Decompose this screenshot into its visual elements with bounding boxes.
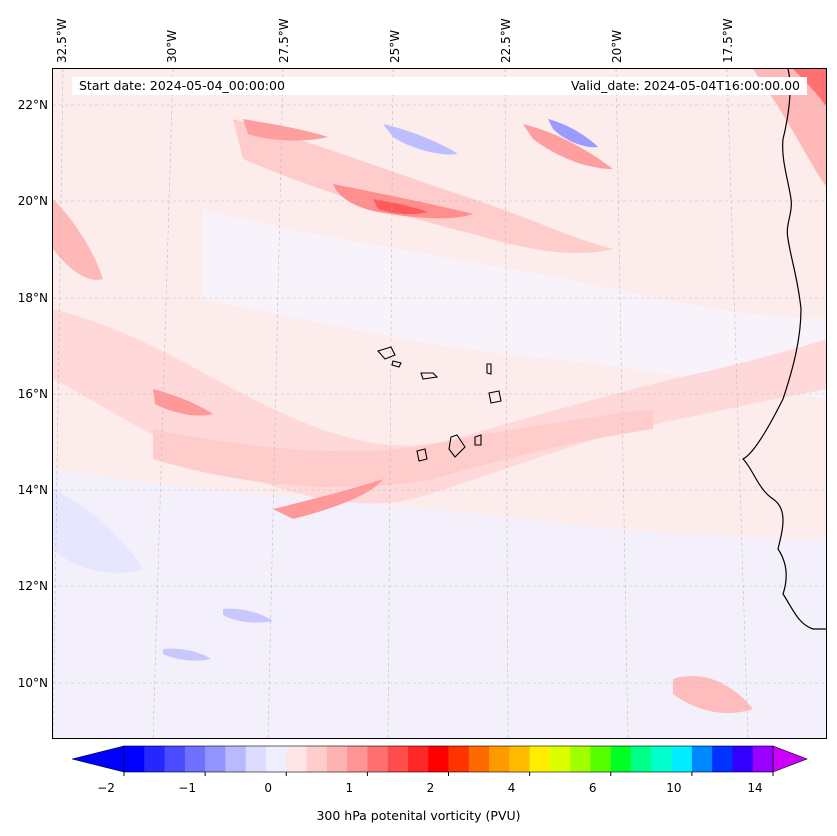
colorbar-segment: [691, 746, 713, 772]
pv-positive-band: [153, 409, 653, 488]
colorbar-segment: [164, 746, 186, 772]
colorbar-segment: [225, 746, 247, 772]
colorbar-segment: [184, 746, 206, 772]
pv-positive-band: [793, 69, 826, 107]
map-panel[interactable]: [52, 68, 827, 739]
island: [474, 434, 482, 446]
colorbar-segment: [245, 746, 267, 772]
colorbar-segment: [549, 746, 571, 772]
lat-label-12n: 12°N: [17, 579, 48, 593]
graticule-line: [504, 69, 509, 738]
pv-negative-area: [548, 119, 598, 148]
lat-label-18n: 18°N: [17, 291, 48, 305]
colorbar-segment: [265, 746, 287, 772]
pv-positive-band: [373, 199, 428, 215]
pv-negative-area: [53, 469, 826, 738]
colorbar-segment: [509, 746, 531, 772]
info-bar: Start date: 2024-05-04_00:00:00 Valid_da…: [72, 77, 807, 95]
pv-negative-area: [223, 608, 273, 623]
lon-label-32-5w: 32.5°W: [55, 18, 69, 63]
graticule-line: [53, 69, 64, 738]
graticule-line: [726, 69, 749, 738]
pv-positive-band: [243, 119, 328, 141]
lon-label-22-5w: 22.5°W: [499, 18, 513, 63]
colorbar-segment: [205, 746, 226, 772]
pv-positive-band: [523, 124, 613, 169]
lat-label-16n: 16°N: [17, 387, 48, 401]
colorbar-segment: [631, 746, 652, 772]
colorbar-segment: [712, 746, 733, 772]
colorbar-segment: [306, 746, 328, 772]
island: [486, 363, 492, 375]
colorbar-tick-label: 14: [747, 781, 763, 795]
pv-negative-area: [203, 209, 826, 399]
pv-negative-area: [163, 648, 211, 661]
pv-negative-area: [53, 489, 143, 573]
valid-date-label: Valid_date: 2024-05-04T16:00:00.00: [570, 78, 800, 93]
colorbar-tick-label: −1: [178, 781, 196, 795]
lat-label-22n: 22°N: [17, 98, 48, 112]
lon-label-30w: 30°W: [165, 29, 179, 63]
colorbar-segment: [529, 746, 551, 772]
start-date-label: Start date: 2024-05-04_00:00:00: [79, 78, 285, 93]
colorbar-extend-max: [772, 745, 808, 773]
pv-negative-area: [383, 124, 458, 155]
colorbar-segment: [671, 746, 693, 772]
lat-label-14n: 14°N: [17, 483, 48, 497]
lon-label-25w: 25°W: [388, 29, 402, 63]
island: [448, 434, 466, 458]
lon-label-27-5w: 27.5°W: [277, 18, 291, 63]
lon-label-20w: 20°W: [610, 29, 624, 63]
graticule-line: [387, 69, 394, 738]
pv-positive-band: [233, 119, 613, 254]
graticule-line: [152, 69, 174, 738]
island: [416, 448, 428, 462]
colorbar-segment: [144, 746, 166, 772]
graticule-line: [615, 69, 629, 738]
island: [488, 390, 502, 404]
colorbar-segment: [489, 746, 510, 772]
colorbar-segment: [407, 746, 429, 772]
colorbar-segment: [590, 746, 612, 772]
island: [420, 372, 439, 380]
colorbar-tick-label: 6: [588, 781, 597, 795]
colorbar-segment: [610, 746, 632, 772]
colorbar-tick-label: −2: [97, 781, 115, 795]
colorbar-segment: [428, 746, 449, 772]
pv-positive-band: [673, 675, 753, 714]
pv-positive-band: [753, 69, 826, 187]
colorbar-segment: [651, 746, 673, 772]
colorbar-segment: [387, 746, 409, 772]
colorbar-segment: [570, 746, 591, 772]
island: [391, 360, 402, 368]
lat-label-20n: 20°N: [17, 194, 48, 208]
colorbar-label: 300 hPa potenital vorticity (PVU): [316, 808, 521, 823]
colorbar-segment: [124, 746, 145, 772]
lat-label-10n: 10°N: [17, 676, 48, 690]
colorbar-tick-label: 2: [426, 781, 435, 795]
island: [377, 346, 396, 360]
pv-positive-band: [53, 199, 103, 280]
colorbar-segment: [367, 746, 389, 772]
colorbar-tick-label: 10: [666, 781, 682, 795]
pv-positive-band: [273, 479, 383, 519]
colorbar-tick-label: 0: [264, 781, 273, 795]
colorbar-tick-label: 4: [507, 781, 516, 795]
graticule: [53, 69, 826, 738]
coastline: [741, 69, 826, 630]
pv-field: [53, 69, 826, 738]
colorbar-extend-min: [71, 745, 125, 773]
colorbar-tick-label: 1: [345, 781, 354, 795]
colorbar-segment: [468, 746, 490, 772]
graticule-line: [267, 69, 284, 738]
colorbar-segment: [326, 746, 348, 772]
colorbar-segment: [732, 746, 754, 772]
pv-positive-band: [153, 389, 213, 416]
lon-label-17-5w: 17.5°W: [721, 18, 735, 63]
colorbar-segment: [448, 746, 470, 772]
colorbar-segment: [347, 746, 368, 772]
colorbar-segment: [286, 746, 308, 772]
colorbar: [71, 745, 808, 776]
colorbar-segment: [752, 746, 774, 772]
